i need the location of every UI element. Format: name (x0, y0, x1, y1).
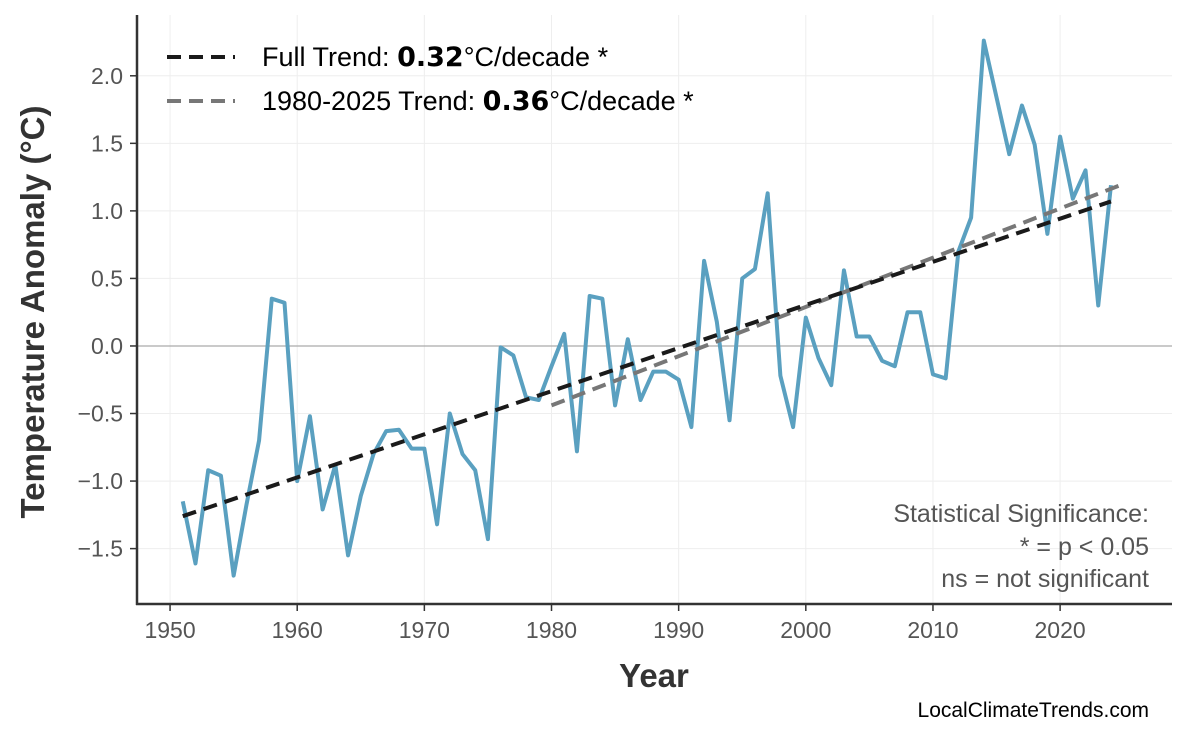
y-tick-label: 1.5 (91, 130, 123, 156)
x-axis-label: Year (619, 657, 689, 694)
significance-line-1: Statistical Significance: (893, 500, 1149, 528)
y-axis-label: Temperature Anomaly (°C) (14, 106, 51, 519)
x-tick-label: 2020 (1035, 617, 1086, 643)
y-tick-label: 0.0 (91, 333, 123, 359)
y-tick-label: 1.0 (91, 198, 123, 224)
y-tick-label: 2.0 (91, 63, 123, 89)
grid (137, 15, 1172, 604)
x-tick-label: 2010 (907, 617, 958, 643)
significance-line-2: * = p < 0.05 (1020, 533, 1149, 561)
marks (180, 38, 1125, 578)
x-tick-label: 1990 (653, 617, 704, 643)
y-tick-label: −1.0 (78, 468, 123, 494)
legend-label: Full Trend: 0.32°C/decade * (262, 42, 609, 73)
y-tick-label: 0.5 (91, 265, 123, 291)
y-tick-label: −0.5 (78, 401, 123, 427)
x-tick-label: 2000 (780, 617, 831, 643)
legend-label: 1980-2025 Trend: 0.36°C/decade * (262, 86, 694, 117)
x-tick-label: 1980 (526, 617, 577, 643)
x-tick-label: 1960 (272, 617, 323, 643)
y-tick-label: −1.5 (78, 536, 123, 562)
axes: 1950 1960 1970 1980 1990 2000 2010 2020 −1.5 −1.0… (78, 15, 1172, 643)
x-tick-label: 1950 (144, 617, 195, 643)
significance-line-3: ns = not significant (941, 565, 1149, 593)
trend-line-recent (550, 181, 1125, 408)
x-tick-label: 1970 (399, 617, 450, 643)
trend-line-full (182, 199, 1112, 519)
legend: Full Trend: 0.32°C/decade * 1980-2025 Tre… (167, 42, 694, 117)
credit: LocalClimateTrends.com (918, 699, 1149, 722)
series-line (180, 38, 1113, 578)
